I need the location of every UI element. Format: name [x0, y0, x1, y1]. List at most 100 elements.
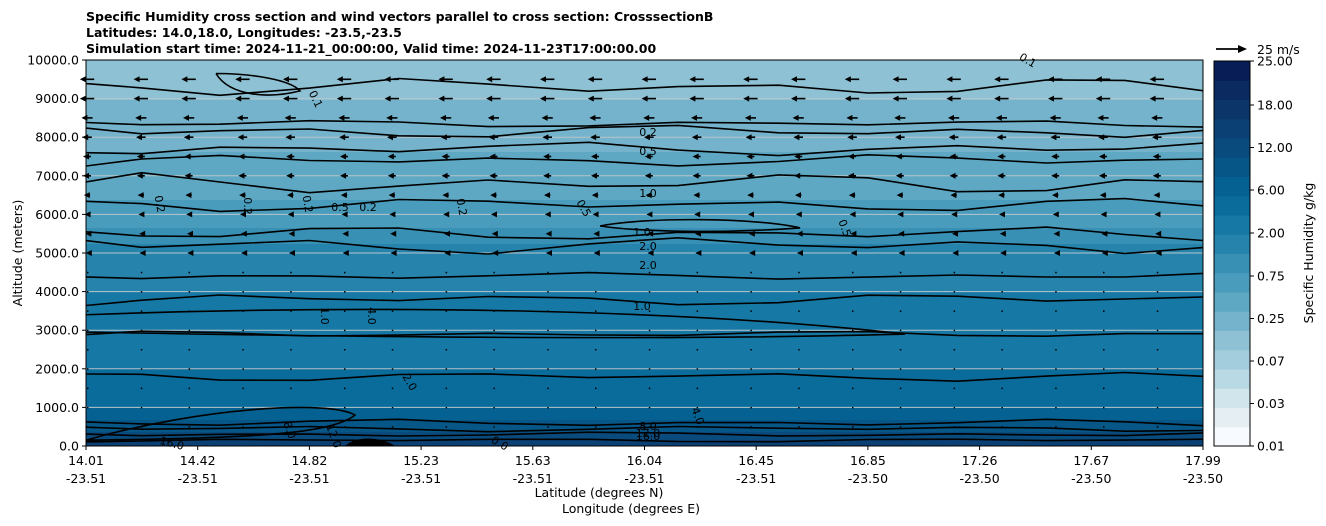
wind-vector [1051, 172, 1058, 179]
wind-vector [188, 349, 191, 351]
contour-line [86, 431, 1203, 437]
wind-vector [1055, 426, 1057, 428]
wind-vector [648, 329, 651, 332]
humidity-band [86, 308, 1203, 313]
wind-vector [540, 95, 546, 102]
x-tick-label-lon: -23.51 [624, 471, 664, 486]
wind-vector [1103, 368, 1105, 370]
wind-vector [852, 291, 854, 293]
wind-vector [388, 192, 395, 199]
x-axis-label-lon: Longitude (degrees E) [562, 501, 700, 516]
wind-vector [547, 291, 549, 293]
wind-vector [1001, 329, 1003, 332]
wind-vector [1052, 211, 1059, 218]
wind-vector [391, 349, 394, 351]
wind-vector [645, 192, 652, 199]
wind-vector [899, 406, 902, 409]
contour-label: 2.0 [639, 240, 657, 253]
contour-line [86, 294, 1203, 307]
wind-vector [696, 310, 699, 312]
wind-vector [1055, 406, 1057, 409]
x-tick-label-lat: 16.85 [850, 453, 886, 468]
humidity-band [86, 172, 1203, 177]
contour-line [86, 308, 906, 339]
wind-vector [242, 271, 244, 274]
x-tick-label-lon: -23.50 [1071, 471, 1111, 486]
wind-vector [242, 387, 244, 390]
wind-vector [748, 211, 754, 218]
wind-vector [1103, 387, 1105, 390]
wind-vector [490, 192, 497, 199]
wind-vector [1156, 271, 1159, 274]
wind-vector [897, 211, 904, 218]
humidity-band [86, 168, 1203, 173]
contour-label: 8.0 [639, 420, 657, 433]
wind-vector [1103, 271, 1105, 274]
wind-vector [84, 211, 91, 218]
wind-vector [798, 368, 800, 370]
humidity-band [86, 320, 1203, 325]
wind-vector [341, 211, 348, 218]
wind-vector [140, 406, 143, 409]
colorbar-tick-label: 0.75 [1257, 269, 1285, 284]
wind-vector [1055, 271, 1057, 274]
wind-vector [493, 368, 495, 370]
wind-vector [694, 211, 701, 218]
wind-vector [440, 114, 446, 121]
wind-vector [185, 192, 192, 199]
wind-vector [750, 329, 752, 332]
humidity-band [86, 316, 1203, 321]
humidity-band [86, 128, 1203, 133]
wind-vector [1152, 172, 1159, 179]
wind-vector [344, 310, 346, 312]
wind-vector [648, 291, 651, 293]
colorbar-swatch [1214, 138, 1250, 158]
y-axis: 0.0 1000.0 2000.0 3000.0 4000.0 5000.0 6000.0 7… [10, 53, 86, 454]
humidity-band [86, 364, 1203, 369]
humidity-band [86, 408, 1203, 413]
wind-vector [444, 230, 450, 237]
humidity-band [86, 192, 1203, 197]
contour-line [86, 153, 1203, 167]
wind-vector [953, 406, 956, 409]
humidity-band [86, 112, 1203, 117]
x-axis: 14.01 -23.51 14.42 -23.51 14.82 -23.51 15.23 -2… [66, 446, 1223, 516]
humidity-band [86, 376, 1203, 381]
wind-vector [899, 291, 902, 293]
wind-vector [340, 172, 346, 179]
x-tick-label-lat: 16.04 [627, 453, 663, 468]
wind-vector [750, 426, 752, 428]
wind-reference-key: 25 m/s [1216, 42, 1300, 57]
y-tick-label: 8000.0 [35, 130, 79, 145]
wind-vector [133, 76, 140, 83]
humidity-band [86, 120, 1203, 125]
wind-vector [743, 76, 750, 83]
y-tick-label: 7000.0 [35, 168, 79, 183]
wind-vector [136, 153, 143, 160]
wind-vector [344, 368, 346, 370]
wind-vector [545, 230, 552, 237]
humidity-band [86, 92, 1203, 97]
humidity-band [86, 348, 1203, 353]
wind-vector [242, 349, 244, 351]
humidity-band [86, 388, 1203, 393]
wind-vector [547, 349, 549, 351]
wind-vector [242, 406, 244, 409]
wind-vector [1103, 349, 1105, 351]
wind-vector [791, 76, 797, 83]
wind-vector [183, 134, 190, 141]
wind-vector [493, 310, 495, 312]
wind-vector [489, 172, 496, 179]
wind-vector [188, 329, 191, 332]
wind-vector [950, 192, 957, 199]
wind-vector [140, 310, 143, 312]
wind-vector [445, 426, 448, 428]
contour-line [86, 141, 1203, 157]
wind-vector [951, 211, 958, 218]
wind-vector [136, 172, 143, 179]
humidity-band [86, 152, 1203, 157]
contour-label: 8.0 [280, 420, 298, 441]
contour-line [86, 197, 1203, 213]
wind-vector [83, 192, 90, 199]
